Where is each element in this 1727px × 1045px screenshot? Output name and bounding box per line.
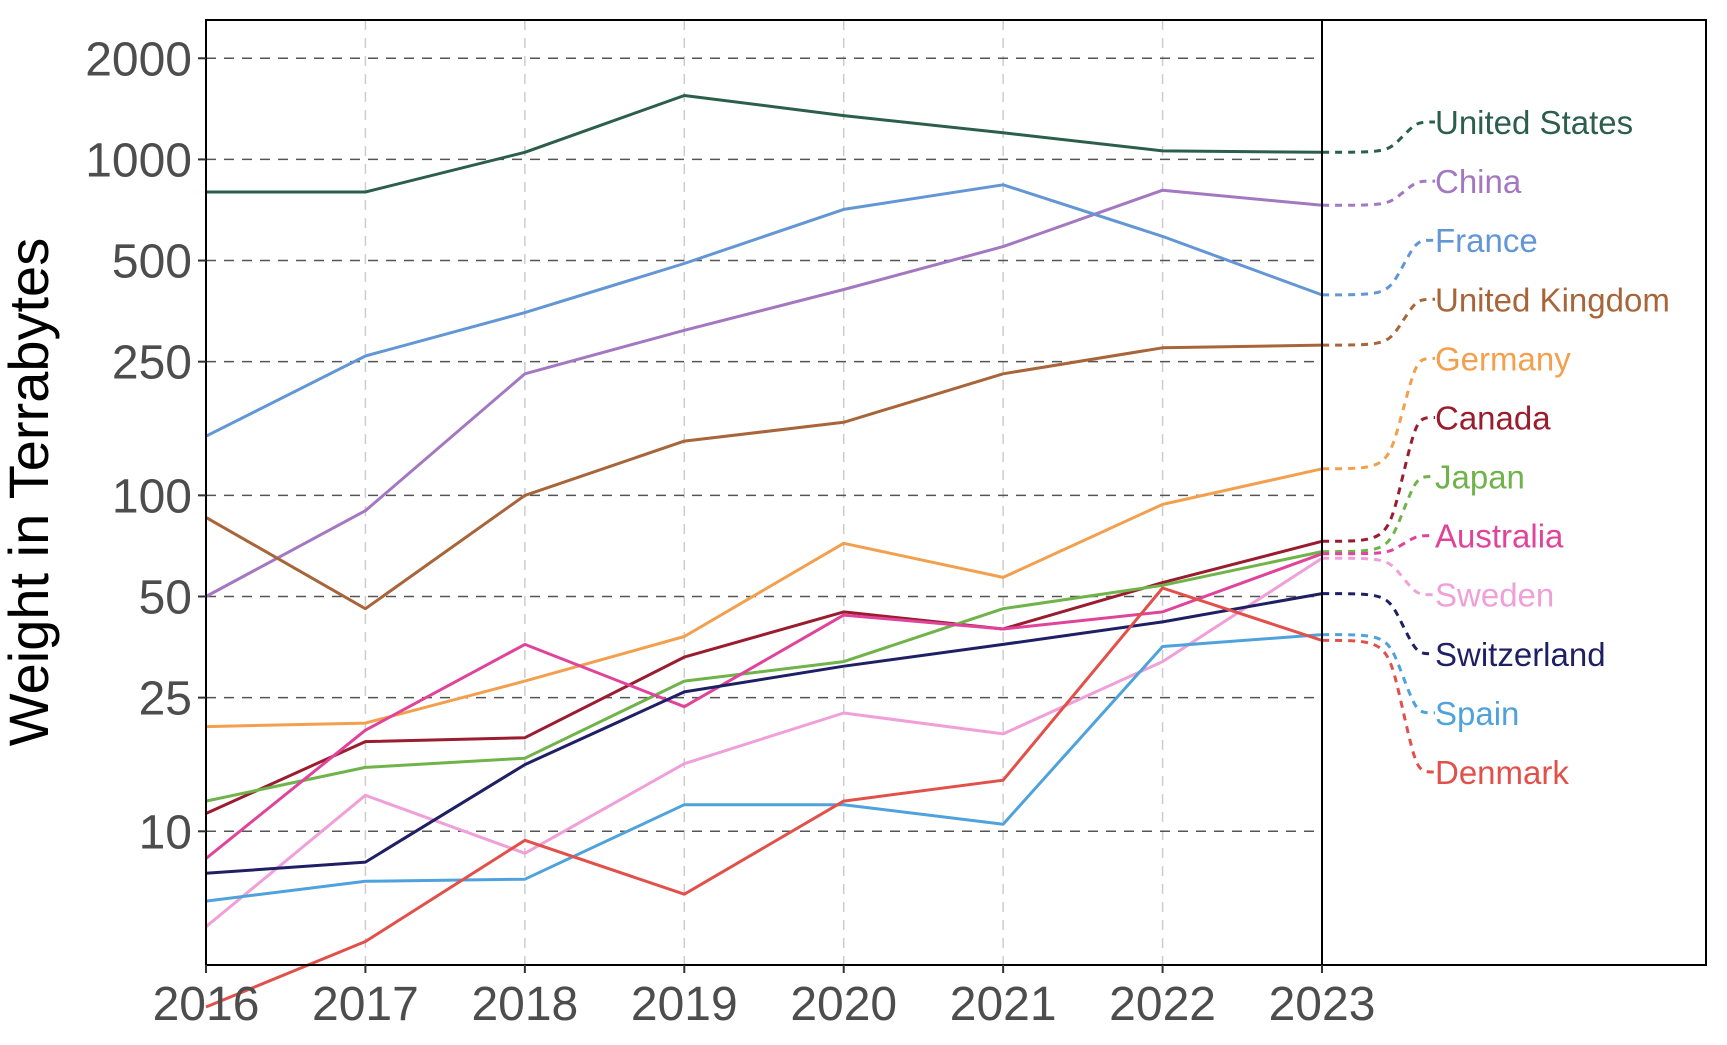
x-tick-label-2021: 2021 xyxy=(950,978,1057,1031)
series-label-denmark: Denmark xyxy=(1435,754,1569,791)
series-line-spain xyxy=(205,633,1323,903)
connector-canada xyxy=(1321,416,1436,543)
series-line-switzerland xyxy=(205,592,1323,875)
series-line-canada xyxy=(205,539,1323,815)
connector-china xyxy=(1321,179,1436,207)
x-tick-label-2020: 2020 xyxy=(790,978,897,1031)
y-tick-label-1000: 1000 xyxy=(85,134,192,187)
y-tick-label-100: 100 xyxy=(112,470,192,523)
plot-area-border xyxy=(205,19,1323,966)
series-label-switzerland: Switzerland xyxy=(1435,636,1606,673)
connector-switzerland xyxy=(1321,592,1436,656)
connector-japan xyxy=(1321,475,1436,554)
series-labels: United States China France United Kingdom Ge… xyxy=(1435,104,1670,791)
grid-lines xyxy=(205,20,1323,965)
y-tick-label-2000: 2000 xyxy=(85,33,192,86)
series-line-china xyxy=(205,188,1323,598)
x-tick-label-2018: 2018 xyxy=(471,978,578,1031)
x-tick-label-2019: 2019 xyxy=(631,978,738,1031)
y-tick-label-500: 500 xyxy=(112,236,192,289)
connector-united-states xyxy=(1321,120,1436,154)
y-axis-title: Weight in Terrabytes xyxy=(0,238,60,746)
connector-germany xyxy=(1321,356,1436,471)
label-connectors xyxy=(1321,120,1436,774)
series-line-united-states xyxy=(206,94,1323,194)
series-label-japan: Japan xyxy=(1435,459,1525,496)
connector-australia xyxy=(1321,534,1436,556)
connector-france xyxy=(1321,238,1436,297)
series-label-sweden: Sweden xyxy=(1435,577,1554,614)
series-lines xyxy=(205,94,1323,1009)
connector-spain xyxy=(1321,633,1436,715)
series-label-france: France xyxy=(1435,222,1538,259)
connector-sweden xyxy=(1321,556,1436,597)
x-tick-label-2017: 2017 xyxy=(312,978,419,1031)
series-label-australia: Australia xyxy=(1435,518,1564,555)
series-line-united-kingdom xyxy=(205,343,1323,611)
x-tick-label-2016: 2016 xyxy=(153,978,260,1031)
series-label-china: China xyxy=(1435,163,1522,200)
series-line-australia xyxy=(205,552,1323,860)
x-tick-label-2023: 2023 xyxy=(1269,978,1376,1031)
y-tick-label-250: 250 xyxy=(112,337,192,390)
series-label-united-kingdom: United Kingdom xyxy=(1435,281,1670,318)
series-line-japan xyxy=(205,550,1323,803)
y-tick-label-10: 10 xyxy=(139,806,192,859)
connector-denmark xyxy=(1321,638,1436,774)
y-tick-label-25: 25 xyxy=(139,673,192,726)
series-label-canada: Canada xyxy=(1435,399,1551,436)
series-line-france xyxy=(205,183,1323,438)
y-tick-label-50: 50 xyxy=(139,571,192,624)
connector-united-kingdom xyxy=(1321,297,1436,347)
series-label-united-states: United States xyxy=(1435,104,1633,141)
label-panel-border xyxy=(1321,19,1707,966)
series-label-germany: Germany xyxy=(1435,340,1571,377)
y-axis-ticks: 10 25 50 100 250 500 1000 2000 xyxy=(85,33,206,859)
series-line-denmark xyxy=(205,586,1323,1009)
series-line-sweden xyxy=(205,556,1323,928)
x-axis-ticks: 2016 2017 2018 2019 2020 2021 2022 2023 xyxy=(153,965,1376,1031)
series-label-spain: Spain xyxy=(1435,695,1519,732)
x-tick-label-2022: 2022 xyxy=(1109,978,1216,1031)
